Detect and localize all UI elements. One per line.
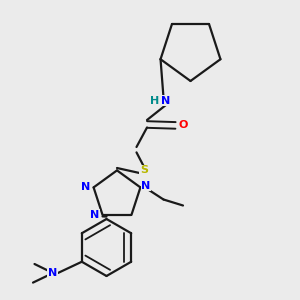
Text: N: N — [141, 181, 150, 191]
Text: N: N — [48, 268, 57, 278]
Text: S: S — [140, 165, 148, 176]
Text: N: N — [90, 210, 100, 220]
Text: N: N — [82, 182, 91, 192]
Text: H: H — [150, 95, 159, 106]
Text: N: N — [161, 95, 170, 106]
Text: O: O — [178, 120, 188, 130]
